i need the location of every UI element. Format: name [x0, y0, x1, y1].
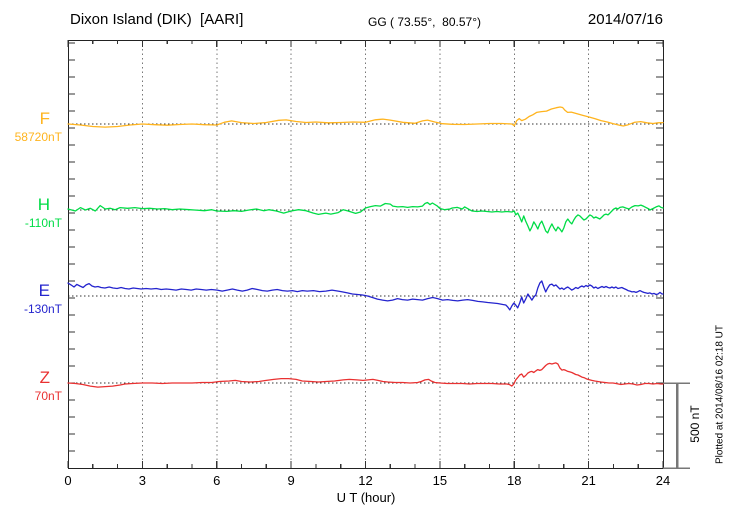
- component-baseline-value-H: -110nT: [24, 216, 62, 230]
- plot-date: 2014/07/16: [587, 11, 663, 28]
- component-label-E: E: [38, 281, 50, 300]
- x-tick-label-21: 21: [581, 473, 596, 488]
- trace-Z: [67, 362, 664, 388]
- x-tick-label-15: 15: [432, 473, 448, 488]
- x-axis-label: U T (hour): [336, 490, 396, 505]
- trace-E: [67, 280, 664, 311]
- plotted-at-note: Plotted at 2014/08/16 02:18 UT: [714, 325, 726, 464]
- x-tick-label-18: 18: [507, 473, 522, 488]
- trace-H: [67, 201, 664, 234]
- station-title: Dixon Island (DIK) [AARI]: [70, 11, 244, 28]
- component-label-F: F: [39, 109, 50, 128]
- component-baseline-value-Z: 70nT: [34, 389, 62, 403]
- trace-F: [67, 106, 664, 128]
- geographic-coords: GG ( 73.55°, 80.57°): [368, 15, 481, 29]
- component-baseline-value-F: 58720nT: [14, 130, 62, 144]
- x-tick-label-6: 6: [213, 473, 221, 488]
- x-tick-label-12: 12: [358, 473, 373, 488]
- component-label-H: H: [37, 195, 50, 214]
- x-tick-label-0: 0: [64, 473, 72, 488]
- component-label-Z: Z: [39, 368, 50, 387]
- scale-bar-label: 500 nT: [688, 405, 702, 443]
- x-tick-label-24: 24: [655, 473, 671, 488]
- component-baseline-value-E: -130nT: [23, 302, 62, 316]
- x-tick-label-9: 9: [287, 473, 295, 488]
- x-tick-label-3: 3: [138, 473, 146, 488]
